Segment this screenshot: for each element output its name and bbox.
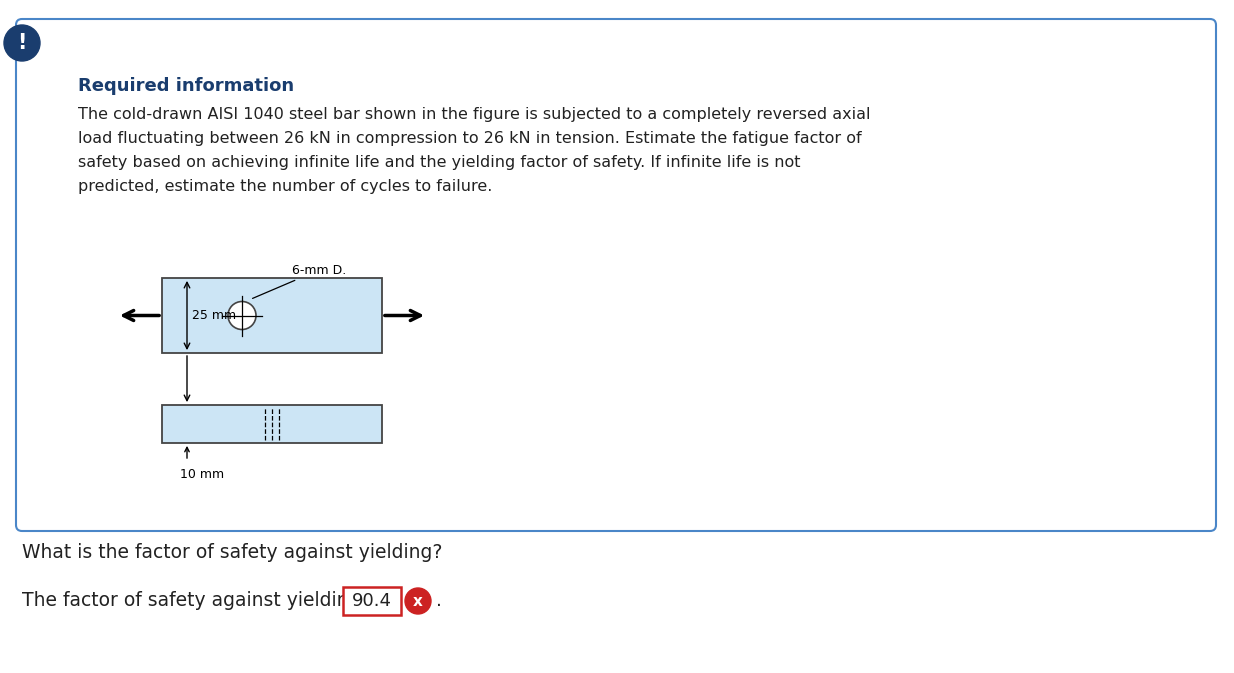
Text: Required information: Required information	[78, 77, 294, 95]
Text: 90.4: 90.4	[352, 592, 392, 610]
Text: predicted, estimate the number of cycles to failure.: predicted, estimate the number of cycles…	[78, 179, 492, 194]
Text: What is the factor of safety against yielding?: What is the factor of safety against yie…	[22, 544, 442, 563]
FancyBboxPatch shape	[162, 278, 383, 353]
FancyBboxPatch shape	[343, 587, 401, 615]
Text: x: x	[413, 594, 423, 608]
Circle shape	[4, 25, 39, 61]
Text: load fluctuating between 26 kN in compression to 26 kN in tension. Estimate the : load fluctuating between 26 kN in compre…	[78, 131, 861, 146]
Text: The factor of safety against yielding is: The factor of safety against yielding is	[22, 592, 381, 610]
FancyBboxPatch shape	[16, 19, 1215, 531]
Text: .: .	[436, 592, 442, 610]
Text: 25 mm: 25 mm	[193, 309, 236, 322]
Text: The cold-drawn AISI 1040 steel bar shown in the figure is subjected to a complet: The cold-drawn AISI 1040 steel bar shown…	[78, 107, 870, 122]
Text: safety based on achieving infinite life and the yielding factor of safety. If in: safety based on achieving infinite life …	[78, 155, 801, 170]
Text: !: !	[17, 33, 27, 53]
Text: 10 mm: 10 mm	[180, 468, 225, 481]
FancyBboxPatch shape	[162, 405, 383, 443]
Text: 6-mm D.: 6-mm D.	[253, 264, 347, 298]
Circle shape	[405, 588, 431, 614]
Circle shape	[228, 302, 255, 330]
